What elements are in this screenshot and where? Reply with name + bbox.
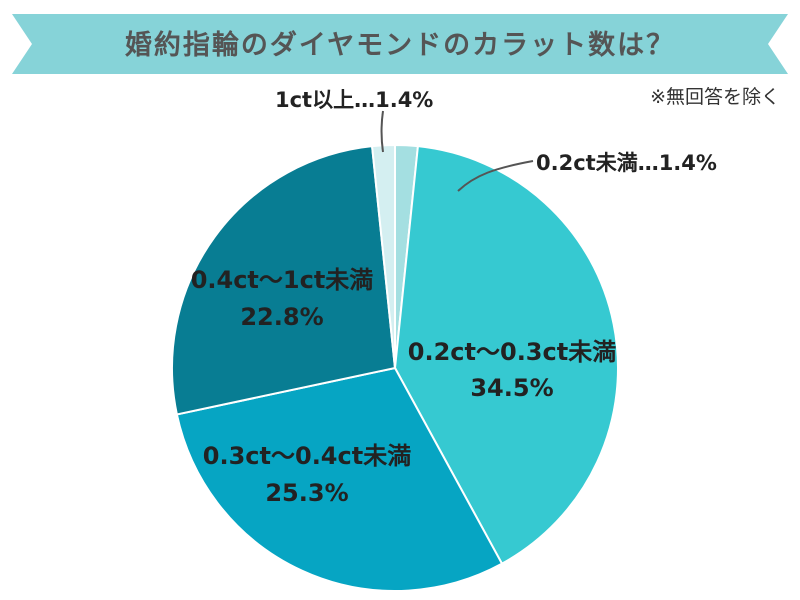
pie-slices [171,143,619,592]
slice-category-label: 0.2ct〜0.3ct未満 [408,338,616,366]
pie-slice-2 [175,366,504,592]
leader-line-slice-0 [457,160,534,192]
title-banner: 婚約指輪のダイヤモンドのカラット数は？ [12,14,788,74]
title-band [12,14,788,74]
slice-label-external: 1ct以上…1.4% [275,88,433,112]
slice-value-label: 34.5% [470,374,553,402]
chart-note: ※無回答を除く [650,86,780,108]
pie-slice-1 [393,145,619,566]
slice-value-label: 22.8% [240,303,323,331]
pie-slice-4 [370,143,396,369]
leader-line-slice-4 [380,110,384,153]
chart-title: 婚約指輪のダイヤモンドのカラット数は？ [125,29,675,61]
slice-category-label: 0.4ct〜1ct未満 [191,266,374,294]
slice-label-external: 0.2ct未満…1.4% [536,151,717,175]
slice-category-label: 0.3ct〜0.4ct未満 [203,442,411,470]
pie-slice-3 [171,145,397,416]
slice-value-label: 25.3% [265,479,348,507]
